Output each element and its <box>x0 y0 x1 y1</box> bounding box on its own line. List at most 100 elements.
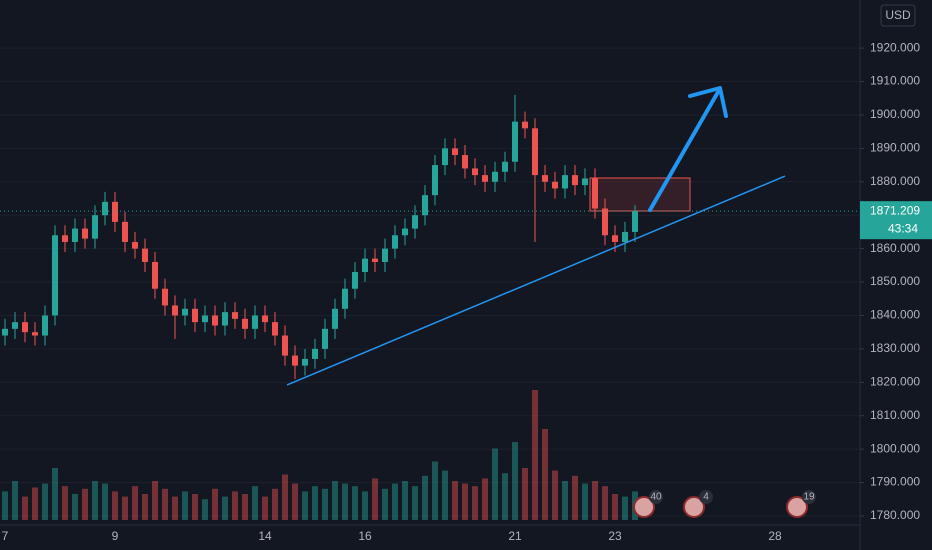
volume-bar <box>372 478 378 520</box>
y-tick-label: 1780.000 <box>870 508 920 522</box>
volume-bar <box>192 494 198 520</box>
candle-body <box>232 312 238 319</box>
candle-body <box>72 228 78 242</box>
candle-body <box>602 208 608 236</box>
y-tick-label: 1790.000 <box>870 475 920 489</box>
volume-bar <box>232 491 238 520</box>
volume-bar <box>622 496 628 520</box>
candle-body <box>282 335 288 356</box>
candle-body <box>302 358 308 366</box>
candle-body <box>532 128 538 176</box>
candle-body <box>52 235 58 316</box>
candle-body <box>102 201 108 216</box>
volume-bar <box>2 491 8 520</box>
x-tick-label: 21 <box>508 529 522 543</box>
candle-body <box>132 241 138 249</box>
volume-bar <box>492 448 498 520</box>
volume-bar <box>382 488 388 520</box>
volume-bar <box>362 491 368 520</box>
candle-body <box>562 175 568 189</box>
y-tick-label: 1840.000 <box>870 308 920 322</box>
x-tick-label: 23 <box>608 529 622 543</box>
volume-bar <box>122 496 128 520</box>
candle-body <box>272 322 278 336</box>
candle-body <box>582 178 588 186</box>
volume-bar <box>82 488 88 520</box>
volume-bar <box>292 483 298 520</box>
volume-bar <box>112 491 118 520</box>
candle-body <box>412 215 418 229</box>
event-icon <box>633 496 655 518</box>
y-tick-label: 1810.000 <box>870 408 920 422</box>
volume-bar <box>562 481 568 520</box>
volume-bar <box>502 473 508 520</box>
volume-bar <box>272 488 278 520</box>
candle-body <box>512 121 518 162</box>
candle-body <box>422 195 428 216</box>
last-price-label: 1871.209 <box>870 203 920 217</box>
volume-bar <box>172 496 178 520</box>
candle-body <box>392 235 398 249</box>
candle-body <box>352 272 358 289</box>
volume-bar <box>32 487 38 520</box>
event-icon <box>683 496 705 518</box>
candle-body <box>332 308 338 329</box>
overlay <box>0 175 860 386</box>
volume-bar <box>22 496 28 520</box>
candle-body <box>622 231 628 242</box>
event-count: 40 <box>650 492 662 503</box>
candle-body <box>542 175 548 182</box>
candle-body <box>162 288 168 306</box>
volume-bar <box>202 499 208 520</box>
volume-bar <box>572 475 578 520</box>
event-badge[interactable]: 4 <box>683 490 713 518</box>
volume-bar <box>252 486 258 520</box>
x-tick-label: 14 <box>258 529 272 543</box>
candle-body <box>612 235 618 242</box>
y-tick-label: 1890.000 <box>870 141 920 155</box>
x-tick-label: 28 <box>768 529 782 543</box>
candles <box>2 94 638 379</box>
volume-bar <box>222 496 228 520</box>
candle-body <box>212 315 218 326</box>
volume-bar <box>12 481 18 520</box>
volume-bar <box>482 478 488 520</box>
candle-body <box>472 168 478 176</box>
volume-bar <box>132 486 138 520</box>
candle-body <box>432 165 438 196</box>
volume-bar <box>602 486 608 520</box>
candle-body <box>142 248 148 262</box>
volume-bar <box>532 390 538 520</box>
y-tick-label: 1910.000 <box>870 74 920 88</box>
event-badge[interactable]: 40 <box>633 490 663 518</box>
currency-badge[interactable] <box>880 4 916 27</box>
candle-body <box>2 328 8 336</box>
arrow-shaft <box>648 90 720 212</box>
volume-bar <box>392 483 398 520</box>
candle-body <box>452 148 458 156</box>
volume-bar <box>612 494 618 520</box>
candle-body <box>292 355 298 366</box>
y-tick-label: 1920.000 <box>870 40 920 54</box>
volume-bar <box>262 496 268 520</box>
volume-bar <box>152 481 158 520</box>
y-tick-label: 1860.000 <box>870 241 920 255</box>
volume-bar <box>302 491 308 520</box>
candle-body <box>112 201 118 222</box>
volume-bar <box>552 470 558 520</box>
y-tick-label: 1830.000 <box>870 341 920 355</box>
event-icon <box>786 496 808 518</box>
event-badge[interactable]: 19 <box>786 490 816 518</box>
candle-body <box>172 305 178 316</box>
candle-body <box>192 308 198 323</box>
volume-bar <box>242 494 248 520</box>
candle-body <box>322 328 328 349</box>
event-count: 19 <box>803 492 815 503</box>
candle-body <box>502 161 508 172</box>
candle-body <box>242 318 248 329</box>
volume-bar <box>422 475 428 520</box>
volume-bar <box>332 481 338 520</box>
countdown: 43:34 <box>888 221 918 235</box>
